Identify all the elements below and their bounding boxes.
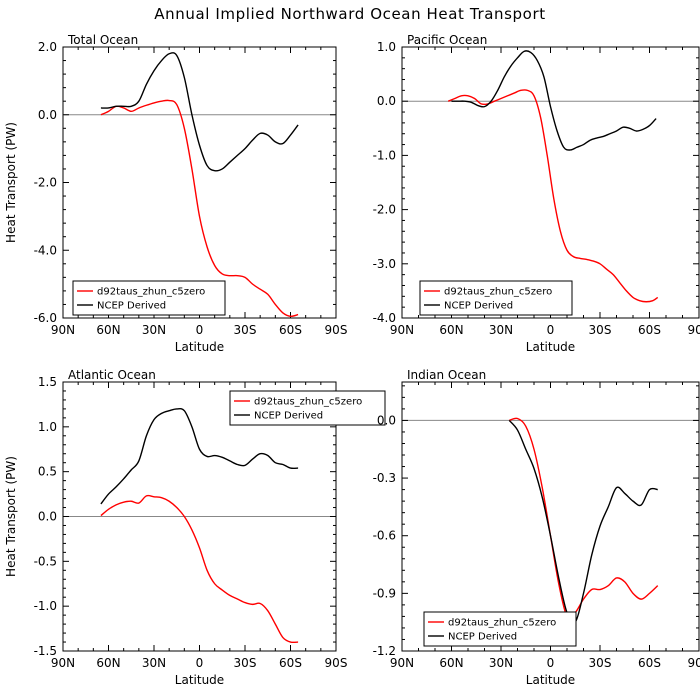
legend-box [419,280,573,316]
y-tick-label: -1.0 [34,599,57,613]
x-tick-label: 0 [547,323,555,337]
y-tick-label: 0.0 [377,94,396,108]
x-tick-label: 0 [547,656,555,670]
legend-label: d92taus_zhun_c5zero [444,287,552,298]
y-tick-label: 0.0 [38,108,57,122]
x-tick-label: 30N [489,656,513,670]
plot-frame [62,46,337,319]
x-axis-label: Latitude [175,673,224,687]
x-tick-label: 90S [325,323,348,337]
legend: d92taus_zhun_c5zero NCEP Derived [419,280,573,316]
y-tick-label: -0.6 [373,529,396,543]
x-tick-label: 30N [489,323,513,337]
legend-box [229,390,386,426]
y-tick-label: -0.9 [373,586,396,600]
panel-3: 90N 60N 30N 0 30S 60S 90S 1.5 1.0 0.5 0.0 -0.5 -1.0 -… [4,368,386,687]
x-tick-label: 30S [234,323,257,337]
y-tick-label: -2.0 [34,176,57,190]
ncep-series-line [451,50,657,151]
legend-label: NCEP Derived [444,301,513,312]
x-tick-label: 60S [638,656,661,670]
plot-frame [401,381,700,652]
x-tick-label: 0 [196,323,204,337]
legend-label: d92taus_zhun_c5zero [97,287,205,298]
x-tick-label: 30S [234,656,257,670]
y-tick-label: 1.0 [377,40,396,54]
y-tick-label: 1.0 [38,420,57,434]
legend: d92taus_zhun_c5zero NCEP Derived [72,280,226,316]
model-series-line [100,99,299,318]
x-tick-label: 90N [51,323,75,337]
x-tick-label: 60S [638,323,661,337]
x-tick-label: 90N [390,323,414,337]
y-tick-label: -0.5 [34,554,57,568]
x-tick-label: 90S [688,656,700,670]
y-axis-label: Heat Transport (PW) [4,122,18,243]
x-axis-label: Latitude [526,673,575,687]
y-tick-label: -2.0 [373,203,396,217]
y-tick-label: 0.0 [38,510,57,524]
legend-box [423,611,577,647]
y-tick-label: 2.0 [38,40,57,54]
x-tick-label: 90S [325,656,348,670]
ncep-series-line [508,419,658,624]
ncep-series-line [100,52,299,172]
y-tick-label: 0.5 [38,465,57,479]
y-tick-label: -6.0 [34,311,57,325]
model-series-line [447,89,659,303]
y-tick-label: 0.0 [377,413,396,427]
panel-title: Pacific Ocean [407,33,487,47]
panel-title: Total Ocean [67,33,138,47]
figure-title: Annual Implied Northward Ocean Heat Tran… [154,5,545,23]
x-tick-label: 0 [196,656,204,670]
y-tick-label: -1.0 [373,148,396,162]
legend-label: NCEP Derived [97,301,166,312]
legend-label: NCEP Derived [448,632,517,643]
x-tick-label: 30S [589,323,612,337]
x-axis-label: Latitude [175,340,224,354]
y-tick-label: -3.0 [373,257,396,271]
panel-2: 90N 60N 30N 0 30S 60S 90S 1.0 0.0 -1.0 -2.0 -3.0 -4.… [373,33,700,354]
y-tick-label: 1.5 [38,375,57,389]
y-tick-label: -1.5 [34,644,57,658]
x-axis-label: Latitude [526,340,575,354]
x-tick-label: 90S [688,323,700,337]
legend-label: d92taus_zhun_c5zero [448,618,556,629]
x-tick-label: 90N [51,656,75,670]
y-tick-label: -4.0 [373,311,396,325]
y-tick-label: -1.2 [373,644,396,658]
x-tick-label: 60N [439,656,463,670]
x-tick-label: 60S [279,323,302,337]
x-tick-label: 60N [96,656,120,670]
x-tick-label: 30N [142,656,166,670]
legend: d92taus_zhun_c5zero NCEP Derived [423,611,577,647]
legend-box [72,280,226,316]
panel-1: 90N 60N 30N 0 30S 60S 90S 2.0 0.0 -2.0 -4.0 -6.0 Tot… [4,33,347,354]
legend-label: d92taus_zhun_c5zero [254,397,362,408]
x-tick-label: 60N [439,323,463,337]
legend-label: NCEP Derived [254,411,323,422]
model-series-line [100,494,299,644]
x-tick-label: 60S [279,656,302,670]
y-tick-label: -0.3 [373,471,396,485]
y-axis-label: Heat Transport (PW) [4,456,18,577]
x-tick-label: 90N [390,656,414,670]
y-tick-label: -4.0 [34,243,57,257]
panel-title: Indian Ocean [407,368,486,382]
panel-4: 90N 60N 30N 0 30S 60S 90S 0.0 -0.3 -0.6 -0.9 -1.2 In… [373,368,700,687]
x-tick-label: 30S [589,656,612,670]
panel-title: Atlantic Ocean [68,368,156,382]
legend: d92taus_zhun_c5zero NCEP Derived [229,390,386,426]
ncep-series-line [100,407,299,505]
model-series-line [509,417,659,619]
x-tick-label: 60N [96,323,120,337]
x-tick-label: 30N [142,323,166,337]
plot-frame [401,46,700,319]
